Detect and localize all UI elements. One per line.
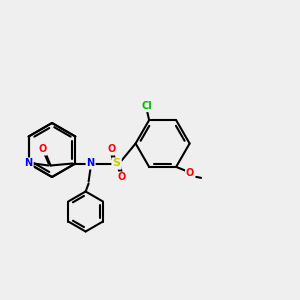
Text: O: O <box>118 172 126 182</box>
Text: O: O <box>186 168 194 178</box>
Text: N: N <box>25 158 33 169</box>
Text: O: O <box>38 145 47 154</box>
Text: O: O <box>107 145 116 154</box>
Text: N: N <box>87 158 95 169</box>
Text: S: S <box>112 158 121 169</box>
Text: Cl: Cl <box>142 101 152 111</box>
